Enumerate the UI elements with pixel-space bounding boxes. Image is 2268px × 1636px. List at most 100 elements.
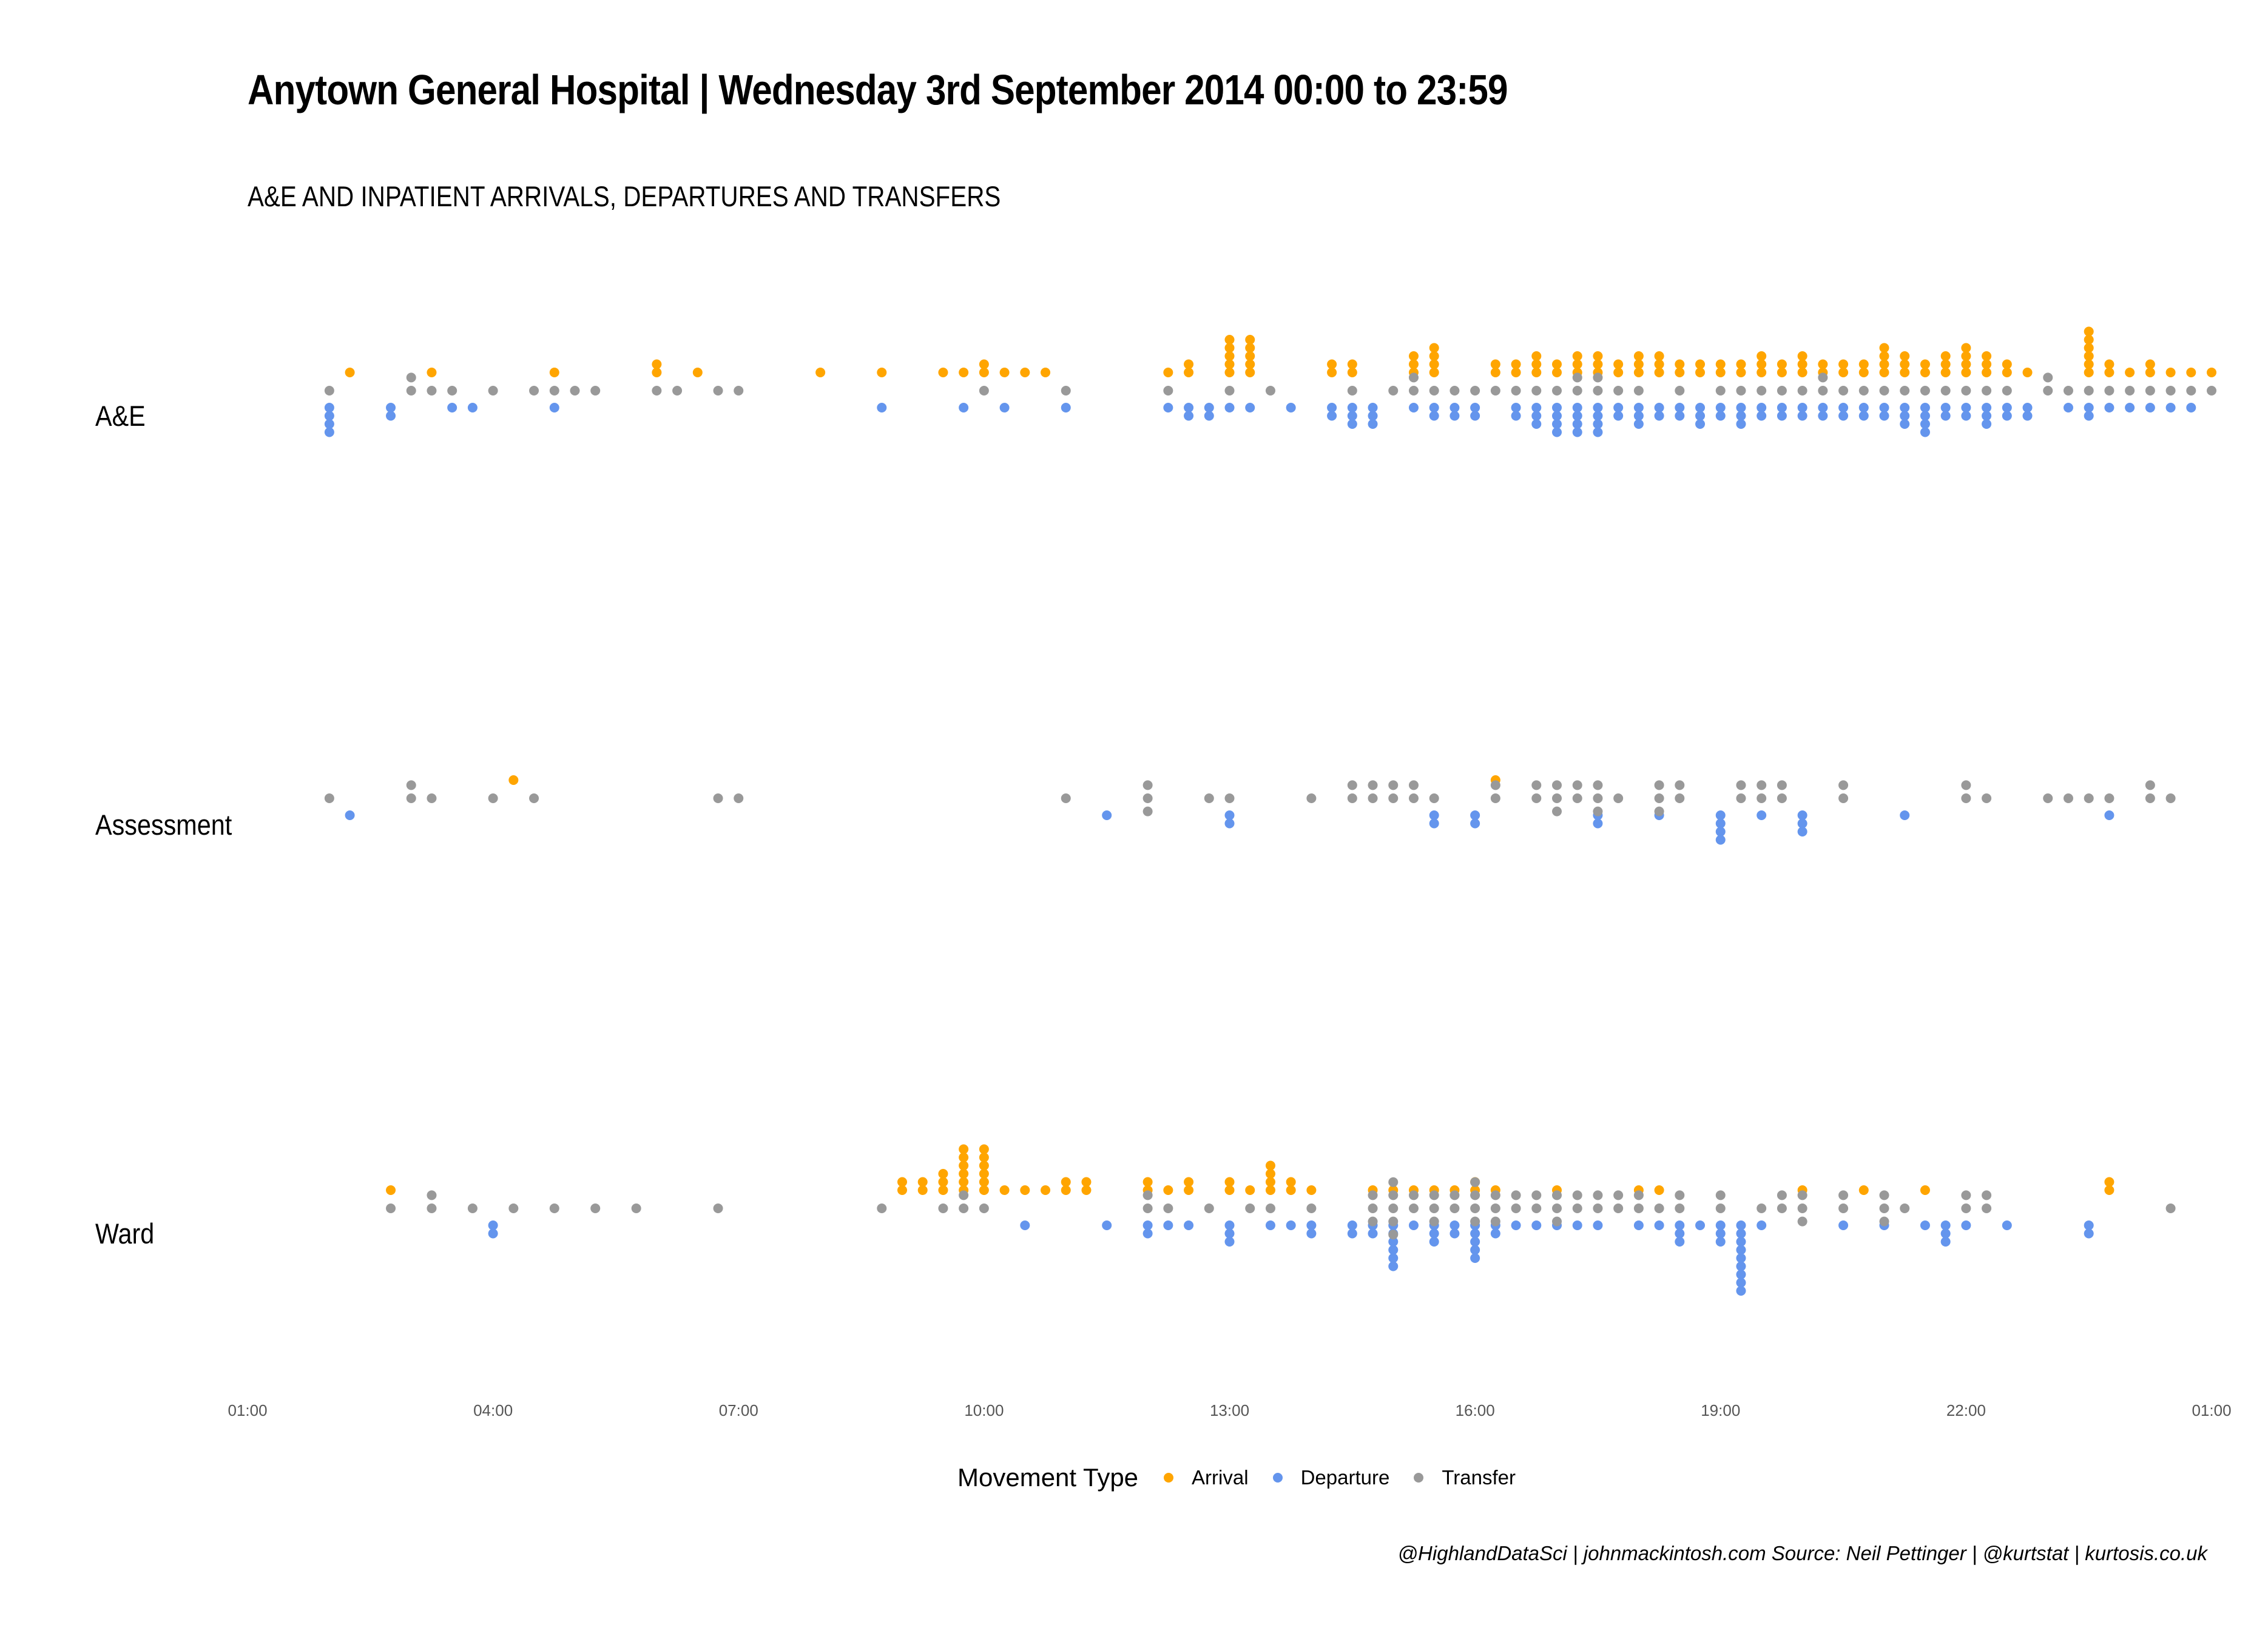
dot-assessment-transfer [1408, 793, 1419, 803]
dot-a-e-transfer [488, 386, 498, 396]
dot-ward-arrival [1265, 1160, 1275, 1171]
dot-assessment-transfer [1552, 780, 1562, 790]
dot-ward-departure [1347, 1228, 1357, 1239]
dot-a-e-transfer [1920, 386, 1930, 396]
dot-ward-transfer [1265, 1203, 1275, 1213]
dot-ward-departure [1388, 1245, 1399, 1255]
dot-a-e-departure [1982, 403, 1992, 412]
dot-a-e-departure [1368, 403, 1378, 412]
dot-a-e-arrival [2145, 359, 2155, 369]
dot-a-e-arrival [2104, 359, 2114, 369]
dot-assessment-transfer [1224, 793, 1235, 803]
dot-a-e-arrival [2084, 351, 2094, 361]
dot-a-e-transfer [1940, 386, 1951, 396]
dot-ward-transfer [1531, 1190, 1542, 1200]
dot-a-e-departure [2125, 403, 2135, 412]
dot-a-e-departure [1511, 403, 1521, 412]
dot-assessment-departure [2104, 810, 2114, 820]
dot-a-e-arrival [1224, 335, 1235, 345]
dot-a-e-departure [1757, 403, 1767, 412]
dot-ward-departure [1163, 1220, 1173, 1230]
dot-a-e-arrival [1695, 359, 1706, 369]
dot-assessment-arrival [508, 775, 519, 785]
dot-a-e-arrival [1327, 368, 1337, 377]
legend-title: Movement Type [957, 1463, 1139, 1492]
dot-ward-transfer [1879, 1216, 1889, 1227]
dot-ward-transfer [1572, 1190, 1582, 1200]
dot-assessment-transfer [1204, 793, 1214, 803]
dot-ward-departure [1306, 1220, 1317, 1230]
dot-a-e-arrival [1736, 359, 1746, 369]
dot-a-e-arrival [1511, 359, 1521, 369]
dot-a-e-arrival [1245, 368, 1255, 377]
dot-a-e-departure [2002, 403, 2012, 412]
dot-a-e-arrival [1511, 368, 1521, 377]
dot-assessment-departure [1470, 818, 1480, 829]
dot-assessment-transfer [1961, 793, 1971, 803]
dot-ward-transfer [590, 1203, 601, 1213]
legend-swatch-transfer [1414, 1473, 1424, 1483]
dot-ward-transfer [427, 1203, 437, 1213]
dot-a-e-departure [1695, 419, 1706, 429]
dot-ward-transfer [979, 1203, 989, 1213]
dot-ward-departure [1470, 1253, 1480, 1263]
dot-ward-arrival [1265, 1185, 1275, 1195]
dot-assessment-transfer [1675, 793, 1685, 803]
dot-ward-arrival [1858, 1185, 1869, 1195]
dot-a-e-transfer [1572, 386, 1582, 396]
dot-a-e-departure [549, 403, 559, 412]
dot-a-e-transfer [590, 386, 601, 396]
dot-a-e-departure [1245, 403, 1255, 412]
dot-ward-departure [1224, 1228, 1235, 1239]
dot-assessment-transfer [1736, 780, 1746, 790]
dot-assessment-departure [1797, 818, 1807, 829]
dot-a-e-arrival [1858, 368, 1869, 377]
dot-assessment-departure [1429, 818, 1439, 829]
dot-a-e-arrival [1245, 359, 1255, 369]
dot-ward-transfer [1490, 1190, 1500, 1200]
dot-a-e-departure [2084, 411, 2094, 421]
dot-assessment-transfer [1572, 793, 1582, 803]
dot-a-e-arrival [1879, 351, 1889, 361]
source-caption: @HighlandDataSci | johnmackintosh.com So… [1397, 1542, 2207, 1564]
dot-assessment-transfer [1388, 780, 1399, 790]
row-label-ae: A&E [95, 400, 146, 432]
dot-ward-transfer [1388, 1177, 1399, 1187]
x-tick-label: 22:00 [1946, 1401, 1986, 1419]
dot-assessment-transfer [1552, 806, 1562, 816]
dot-a-e-transfer [1531, 386, 1542, 396]
dot-ward-departure [1736, 1237, 1746, 1247]
dot-a-e-departure [1879, 411, 1889, 421]
dot-a-e-arrival [1593, 351, 1603, 361]
dot-ward-transfer [877, 1203, 887, 1213]
dot-a-e-arrival [2002, 359, 2012, 369]
dot-ward-transfer [938, 1203, 948, 1213]
dot-ward-transfer [1531, 1203, 1542, 1213]
dot-a-e-departure [1695, 411, 1706, 421]
dot-ward-arrival [1081, 1177, 1092, 1187]
dot-assessment-transfer [1347, 793, 1357, 803]
dot-ward-departure [2002, 1220, 2012, 1230]
dot-ward-arrival [917, 1185, 928, 1195]
dot-ward-arrival [979, 1169, 989, 1179]
dot-assessment-transfer [1572, 780, 1582, 790]
dot-a-e-arrival [1777, 359, 1787, 369]
dot-ward-transfer [1552, 1216, 1562, 1227]
dot-assessment-departure [1470, 810, 1480, 820]
dot-ward-transfer [1633, 1190, 1644, 1200]
dot-a-e-arrival [1163, 368, 1173, 377]
dot-a-e-transfer [1470, 386, 1480, 396]
dot-ward-transfer [508, 1203, 519, 1213]
dot-a-e-departure [1900, 411, 1910, 421]
dot-ward-transfer [1982, 1203, 1992, 1213]
dot-a-e-arrival [1961, 359, 1971, 369]
dot-a-e-transfer [1163, 386, 1173, 396]
dot-a-e-arrival [1633, 368, 1644, 377]
dot-a-e-departure [1347, 419, 1357, 429]
dot-a-e-arrival [1920, 359, 1930, 369]
dot-a-e-departure [1736, 403, 1746, 412]
dot-a-e-arrival [979, 359, 989, 369]
dot-a-e-transfer [427, 386, 437, 396]
dot-a-e-departure [1511, 411, 1521, 421]
dot-ward-transfer [1797, 1190, 1807, 1200]
